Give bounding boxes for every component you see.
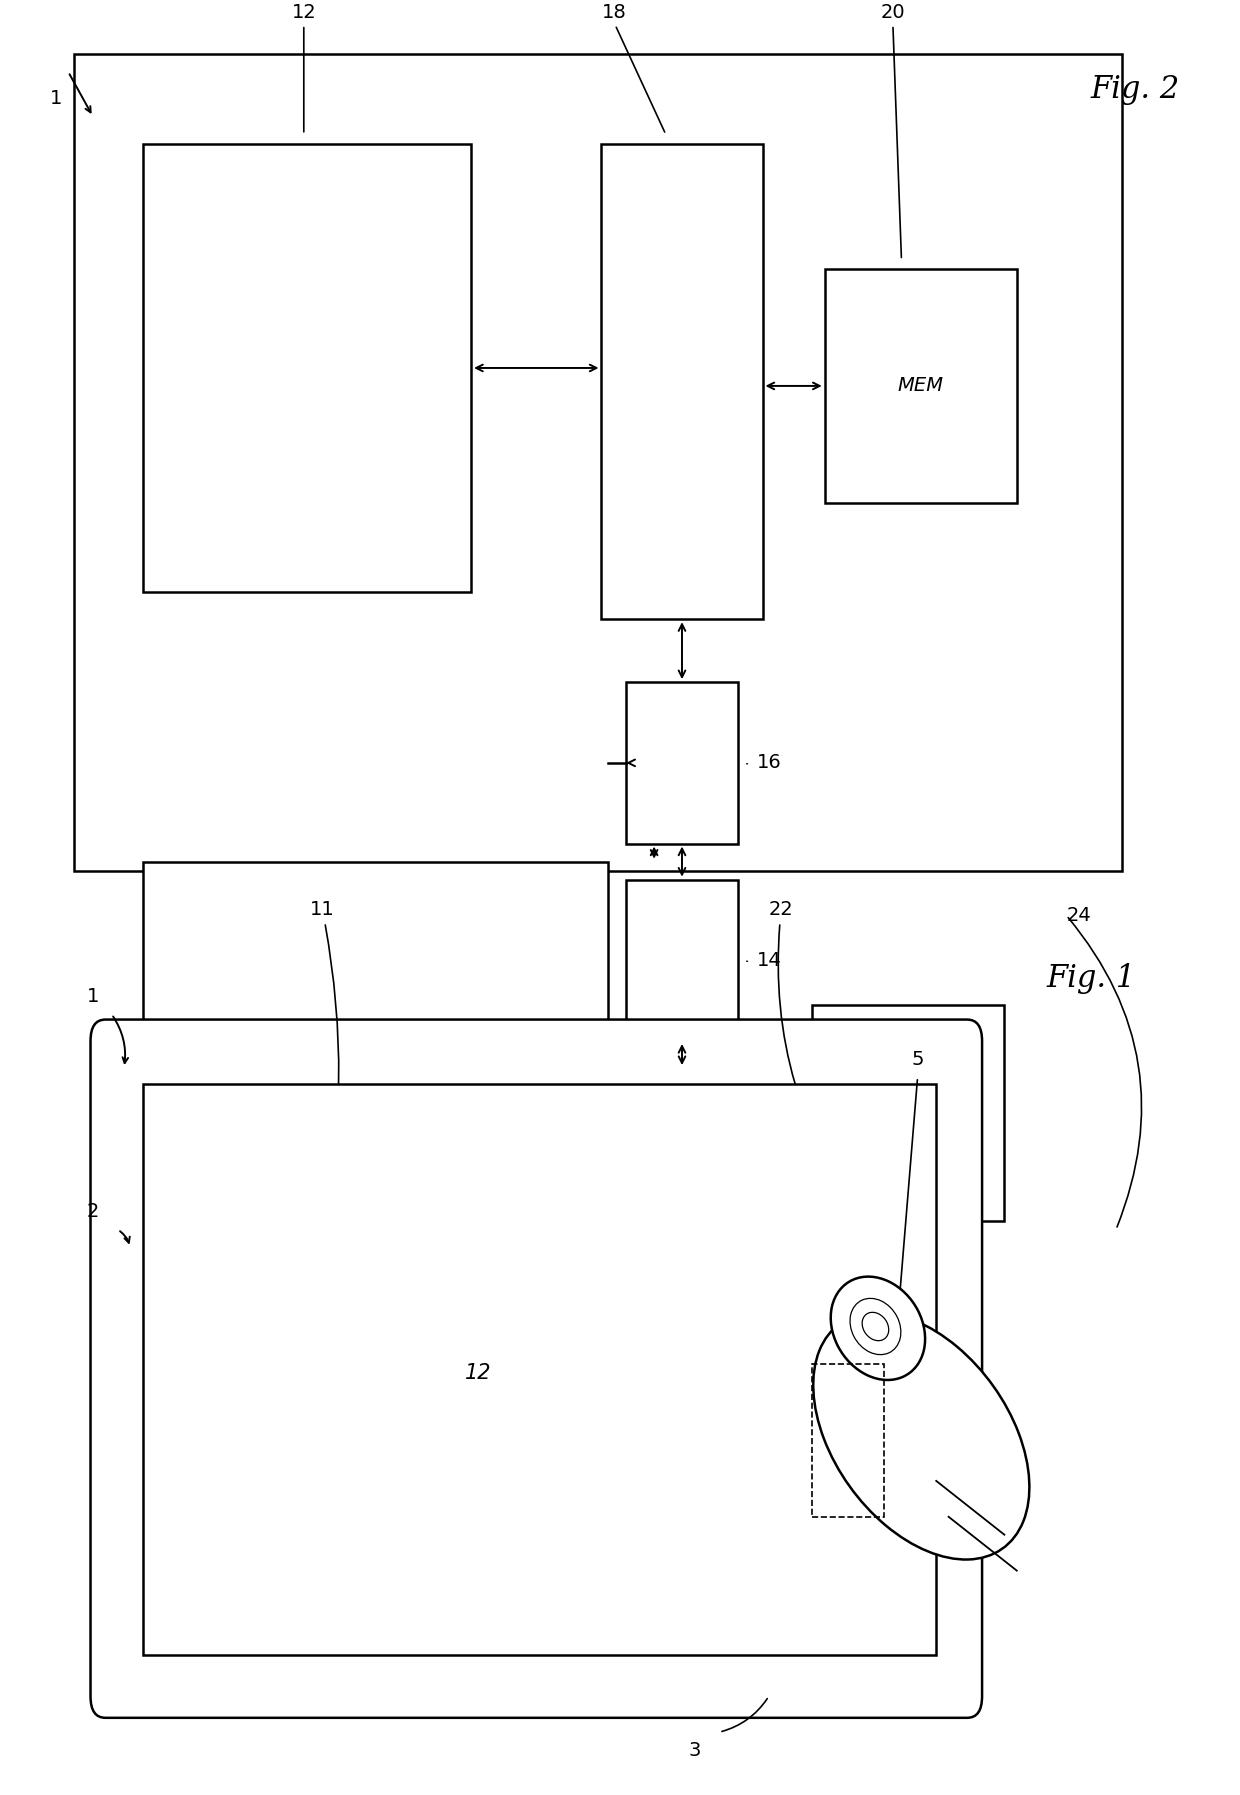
Bar: [626, 1068, 738, 1230]
Bar: [143, 144, 471, 592]
Bar: [74, 54, 1122, 871]
Bar: [626, 880, 738, 1041]
Text: 20: 20: [880, 4, 905, 257]
Text: Fig. 2: Fig. 2: [1090, 74, 1179, 106]
Text: Fig. 1: Fig. 1: [1047, 962, 1136, 994]
Ellipse shape: [813, 1312, 1029, 1560]
Text: 2: 2: [87, 1203, 99, 1221]
Text: BATT: BATT: [884, 1104, 932, 1122]
Bar: [812, 1005, 1004, 1221]
Bar: [601, 144, 763, 619]
Bar: [626, 682, 738, 844]
Text: 12: 12: [465, 1362, 491, 1384]
Text: 18: 18: [601, 4, 665, 133]
Text: 1: 1: [50, 90, 62, 108]
Text: 14: 14: [756, 951, 781, 969]
Text: 3: 3: [688, 1741, 701, 1759]
Text: 12: 12: [291, 4, 316, 131]
Text: 3: 3: [620, 1224, 663, 1305]
FancyBboxPatch shape: [91, 1020, 982, 1718]
Bar: [143, 862, 608, 1230]
Text: MEM: MEM: [898, 377, 944, 395]
Text: 16: 16: [756, 754, 781, 772]
Bar: [825, 269, 1017, 503]
Bar: [812, 1364, 884, 1517]
Text: 24: 24: [1066, 906, 1091, 924]
Text: 11: 11: [310, 901, 339, 1235]
Text: 22: 22: [769, 901, 868, 1228]
Ellipse shape: [831, 1276, 925, 1380]
Text: 5: 5: [911, 1050, 924, 1068]
Bar: [143, 1084, 936, 1655]
Text: 1: 1: [87, 987, 99, 1005]
